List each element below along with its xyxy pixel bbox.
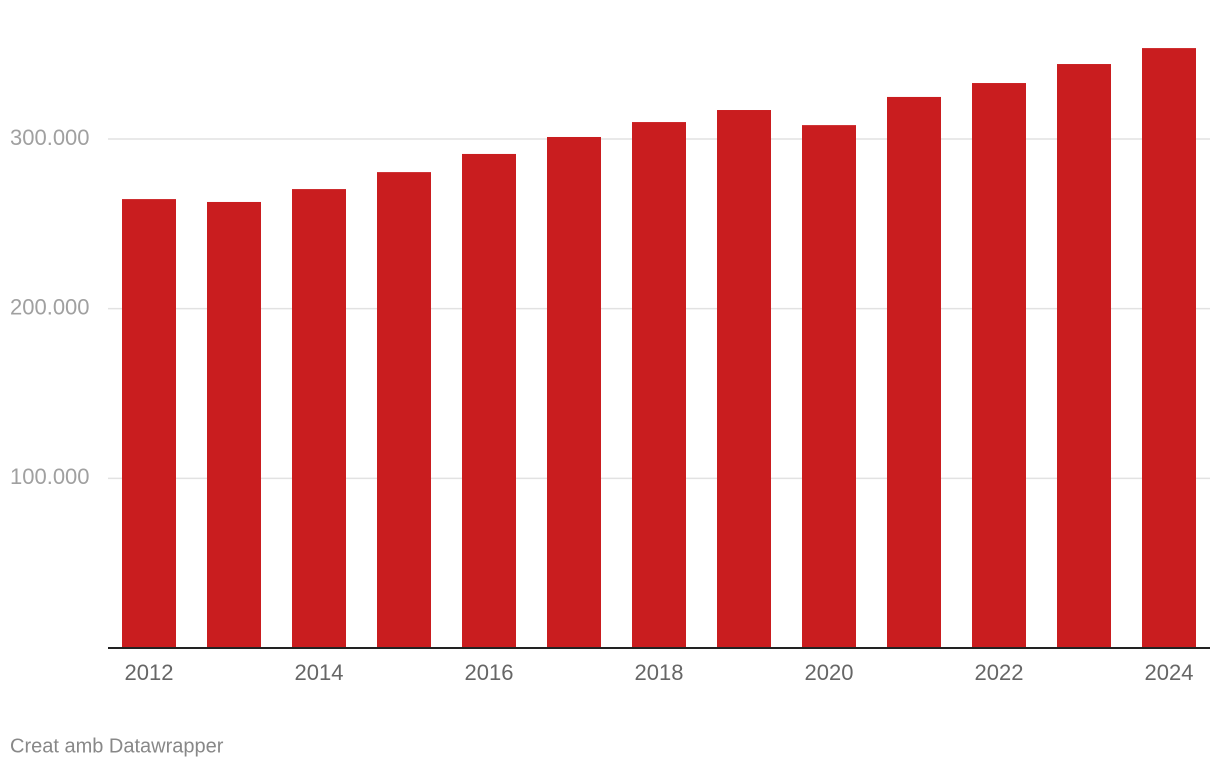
x-tick-label: 2018 [635,660,684,685]
x-tick-label: 2024 [1145,660,1194,685]
bar [292,189,346,649]
bar [972,83,1026,649]
bar [207,201,261,648]
bar [632,122,686,648]
x-tick-label: 2016 [465,660,514,685]
bar [377,172,431,648]
bar [462,153,516,648]
x-tick-label: 2014 [295,660,344,685]
bar [122,199,176,648]
x-tick-label: 2012 [125,660,174,685]
bar [717,110,771,648]
x-tick-label: 2022 [975,660,1024,685]
y-tick-label: 200.000 [10,294,90,319]
y-tick-label: 300.000 [10,125,90,150]
footer: Creat amb Datawrapper [10,735,224,757]
y-tick-label: 100.000 [10,464,90,489]
bar [547,136,601,648]
bar [1057,64,1111,648]
bar [802,125,856,648]
bar [1142,48,1196,649]
bar [887,96,941,648]
x-tick-label: 2020 [805,660,854,685]
